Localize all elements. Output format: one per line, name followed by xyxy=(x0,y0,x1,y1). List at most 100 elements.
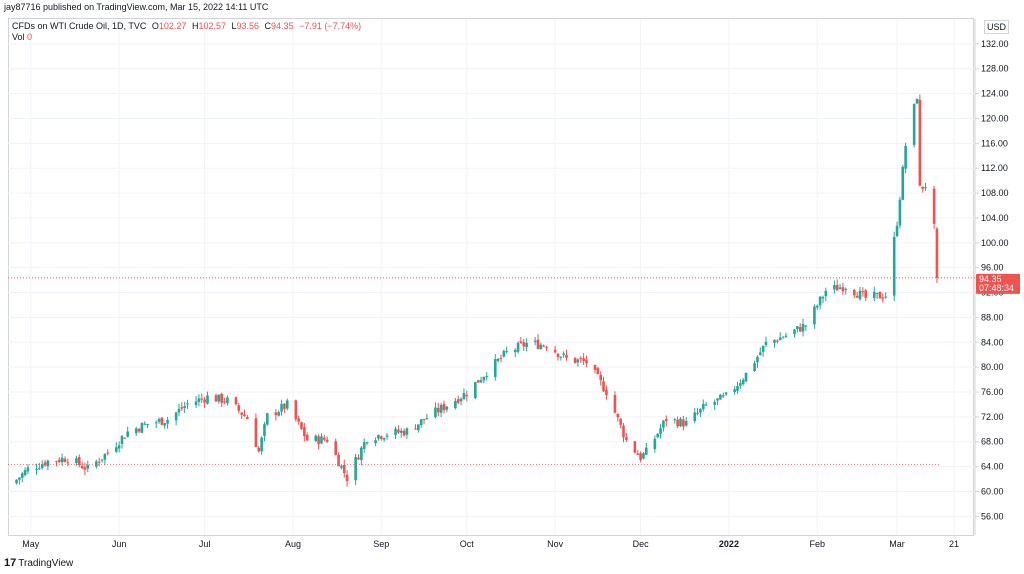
candle-down xyxy=(556,353,560,358)
candle-down xyxy=(776,340,779,342)
y-tick-label: 100.00 xyxy=(981,238,1009,248)
candle-up xyxy=(693,412,697,421)
candle-down xyxy=(240,412,243,415)
candle-down xyxy=(397,429,400,433)
candle-down xyxy=(664,418,668,421)
candle-up xyxy=(374,440,377,444)
candle-up xyxy=(266,413,269,425)
candle-up xyxy=(764,341,768,345)
publish-header: jay87716 published on TradingView.com, M… xyxy=(0,0,1024,14)
candle-down xyxy=(77,456,81,465)
candle-up xyxy=(15,479,18,484)
candle-up xyxy=(75,458,78,464)
candle-up xyxy=(645,447,648,455)
candle-down xyxy=(323,437,326,440)
candle-down xyxy=(317,436,320,444)
candle-down xyxy=(881,297,885,299)
tradingview-footer[interactable]: 17 TradingView xyxy=(4,556,73,571)
y-tick-label: 68.00 xyxy=(981,437,1004,447)
candle-up xyxy=(365,442,369,444)
candle-up xyxy=(163,423,167,426)
low-value: 93.56 xyxy=(236,21,260,31)
candle-up xyxy=(642,453,645,459)
candle-up xyxy=(801,324,805,332)
currency-button[interactable]: USD xyxy=(984,20,1010,34)
candle-down xyxy=(137,428,141,432)
candle-up xyxy=(696,412,699,414)
candle-down xyxy=(519,341,523,343)
publish-info: jay87716 published on TradingView.com, M… xyxy=(4,2,269,12)
candle-up xyxy=(813,306,816,325)
change-value: −7.91 (−7.74%) xyxy=(299,21,362,31)
candle-up xyxy=(20,473,24,478)
candle-up xyxy=(781,337,785,339)
y-tick-label: 84.00 xyxy=(981,337,1004,347)
candle-down xyxy=(200,398,204,400)
candle-up xyxy=(100,459,104,461)
x-tick-label: Oct xyxy=(460,539,475,549)
candle-up xyxy=(525,342,528,348)
last-price-value: 94.35 xyxy=(979,274,1002,284)
candle-up xyxy=(493,359,497,377)
candle-down xyxy=(337,454,340,467)
close-label: C xyxy=(264,21,272,31)
candle-down xyxy=(234,397,238,405)
y-tick-label: 120.00 xyxy=(981,113,1009,123)
candle-up xyxy=(385,435,389,437)
candle-up xyxy=(659,428,662,435)
close-value: 94.35 xyxy=(271,21,294,31)
candle-up xyxy=(46,460,50,467)
y-tick-label: 124.00 xyxy=(981,89,1009,99)
candle-up xyxy=(656,433,659,438)
candle-up xyxy=(285,400,289,409)
y-tick-label: 116.00 xyxy=(981,138,1008,148)
candle-up xyxy=(485,376,489,378)
candle-down xyxy=(616,413,620,418)
candle-up xyxy=(197,398,201,402)
x-tick-label: Dec xyxy=(633,539,650,549)
candle-down xyxy=(605,389,608,396)
candle-up xyxy=(394,428,397,435)
candle-down xyxy=(853,289,856,296)
y-tick-label: 60.00 xyxy=(981,486,1004,496)
candle-up xyxy=(277,412,281,416)
y-tick-label: 128.00 xyxy=(981,64,1009,74)
candle-down xyxy=(214,395,218,402)
open-value: 102.27 xyxy=(158,21,187,31)
candle-up xyxy=(399,430,403,433)
candle-up xyxy=(459,398,463,402)
candle-up xyxy=(724,392,728,395)
candle-down xyxy=(243,414,246,417)
candle-down xyxy=(379,436,383,439)
candle-down xyxy=(297,418,300,422)
candle-up xyxy=(146,423,149,425)
candle-up xyxy=(872,291,876,299)
volume-label[interactable]: Vol xyxy=(12,32,25,42)
candle-up xyxy=(206,395,209,404)
candle-down xyxy=(402,430,406,436)
candle-down xyxy=(305,434,309,441)
candle-down xyxy=(935,228,939,278)
candle-down xyxy=(596,368,600,375)
candle-down xyxy=(476,380,480,383)
candle-up xyxy=(559,356,563,358)
candle-up xyxy=(912,103,916,145)
candle-up xyxy=(736,386,739,391)
symbol-description[interactable]: CFDs on WTI Crude Oil, 1D, TVC xyxy=(12,21,147,31)
candle-up xyxy=(719,394,722,400)
candle-up xyxy=(833,285,836,290)
candle-up xyxy=(904,146,907,169)
candle-down xyxy=(841,287,845,292)
candle-down xyxy=(422,418,426,421)
candle-down xyxy=(855,295,859,298)
x-tick-label: Jun xyxy=(112,539,127,549)
volume-row: Vol 0 xyxy=(12,32,361,43)
candle-up xyxy=(562,353,565,355)
candle-up xyxy=(95,461,98,467)
candle-down xyxy=(553,349,557,353)
candle-up xyxy=(679,418,682,427)
candle-up xyxy=(818,296,822,306)
candle-up xyxy=(533,340,537,342)
y-tick-label: 132.00 xyxy=(981,39,1009,49)
